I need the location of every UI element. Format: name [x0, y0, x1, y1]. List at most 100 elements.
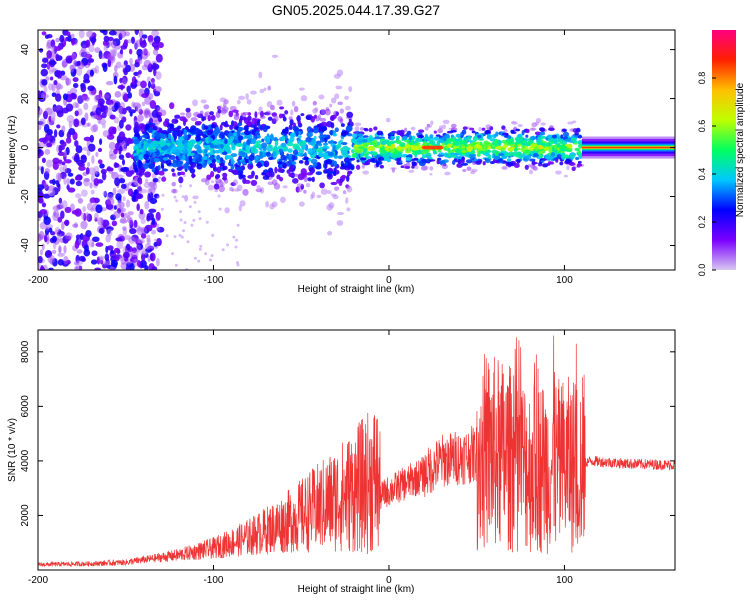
spectrogram-cell — [212, 166, 218, 172]
spectrogram-y-tick-label: 20 — [20, 93, 31, 105]
spectrogram-cell — [114, 162, 120, 168]
spectrogram-cell — [270, 133, 274, 141]
spectrogram-cell — [323, 170, 328, 174]
spectrogram-cell — [133, 155, 140, 162]
spectrogram-cell — [80, 154, 87, 164]
spectrogram-cell — [540, 122, 546, 126]
spectrogram-cell — [359, 139, 364, 143]
spectrogram-cell — [59, 145, 66, 151]
spectrogram-cell — [72, 77, 79, 83]
spectrogram-cell — [141, 134, 148, 138]
spectrogram-cell — [490, 134, 496, 138]
spectrogram-cell — [173, 235, 177, 239]
spectrogram-cell — [43, 216, 51, 226]
spectrogram-cell — [151, 266, 158, 270]
spectrogram-cell — [267, 116, 273, 121]
spectrogram-cell — [171, 181, 176, 187]
spectrogram-cell — [343, 151, 347, 156]
spectrogram-cell — [256, 135, 261, 139]
spectrogram-cell — [354, 146, 359, 151]
spectrogram-cell — [346, 170, 351, 177]
spectrogram-cell — [310, 154, 317, 158]
spectrogram-cell — [229, 124, 234, 131]
spectrogram-cell — [383, 150, 387, 154]
spectrogram-cell — [535, 121, 539, 126]
spectrogram-cell — [256, 185, 261, 189]
colorbar-gradient — [712, 30, 736, 270]
spectrogram-cell — [63, 220, 70, 226]
spectrogram-cell — [219, 124, 223, 131]
spectrogram-cell — [172, 172, 176, 177]
spectrogram-cell — [82, 146, 90, 151]
spectrogram-cell — [39, 197, 44, 204]
spectrogram-cell — [67, 34, 72, 42]
spectrogram-cell — [133, 145, 137, 151]
spectrogram-cell — [390, 143, 396, 149]
spectrogram-cell — [351, 153, 357, 158]
spectrogram-cell — [438, 139, 444, 143]
spectrogram-cell — [282, 146, 287, 151]
spectrogram-x-tick-label: -200 — [28, 275, 48, 286]
spectrogram-cell — [151, 229, 157, 235]
spectrogram-cell — [117, 174, 124, 179]
spectrogram-cell — [258, 71, 263, 79]
spectrogram-cell — [437, 158, 442, 161]
spectrogram-cell — [386, 140, 392, 147]
spectrogram-cell — [51, 92, 57, 98]
spectrogram-cell — [330, 97, 337, 104]
spectrogram-cell — [251, 170, 255, 177]
spectrogram-cell — [360, 152, 365, 157]
spectrogram-cell — [321, 125, 327, 131]
spectrogram-cell — [351, 137, 357, 144]
spectrogram-cell — [61, 107, 69, 114]
spectrogram-cell — [540, 160, 545, 163]
spectrogram-cell — [176, 163, 182, 168]
spectrogram-cell — [474, 143, 481, 148]
spectrogram-cell — [423, 137, 428, 140]
spectrogram-cell — [190, 223, 194, 227]
spectrogram-cell — [245, 156, 249, 160]
spectrogram-cell — [179, 171, 186, 176]
spectrogram-cell — [384, 145, 390, 149]
spectrogram-cell — [411, 161, 415, 164]
spectrogram-cell — [553, 139, 558, 145]
spectrogram-cell — [336, 69, 344, 77]
spectrogram-cell — [446, 154, 452, 158]
spectrogram-cell — [224, 207, 230, 214]
spectrogram-cell — [131, 101, 136, 108]
spectrogram-cell — [530, 164, 536, 170]
spectrogram-cell — [85, 212, 90, 221]
spectrogram-cell — [232, 169, 239, 176]
spectrogram-cell — [339, 139, 343, 144]
spectrogram-cell — [435, 134, 441, 137]
spectrogram-y-axis-label: Frequency (Hz) — [7, 116, 18, 185]
spectrogram-cell — [118, 131, 126, 141]
spectrogram-cell — [368, 134, 373, 141]
spectrogram-cell — [195, 120, 202, 125]
spectrogram-cell — [38, 255, 43, 264]
spectrogram-cell — [50, 39, 56, 48]
spectrogram-cell — [264, 169, 269, 174]
spectrogram-cell — [477, 135, 482, 138]
spectrogram-cell — [471, 149, 475, 155]
spectrogram-cell — [172, 127, 180, 133]
spectrogram-cell — [191, 172, 195, 179]
spectrogram-cell — [242, 188, 249, 196]
spectrogram-cell — [156, 226, 161, 231]
spectrogram-x-tick-label: -100 — [203, 275, 223, 286]
spectrogram-cell — [238, 155, 243, 161]
spectrogram-cell — [472, 160, 477, 166]
spectrogram-cell — [443, 134, 451, 139]
spectrogram-cell — [418, 129, 425, 133]
spectrogram-cell — [266, 145, 274, 152]
spectrogram-cell — [103, 35, 110, 42]
spectrogram-cell — [337, 211, 345, 216]
spectrogram-cell — [153, 143, 157, 147]
spectrogram-cell — [485, 124, 491, 130]
spectrogram-cell — [127, 92, 133, 99]
spectrogram-cell — [209, 111, 214, 116]
spectrogram-cell — [209, 162, 214, 169]
spectrogram-cell — [125, 265, 131, 270]
spectrogram-cell — [292, 149, 299, 156]
spectrogram-cell — [194, 144, 201, 150]
